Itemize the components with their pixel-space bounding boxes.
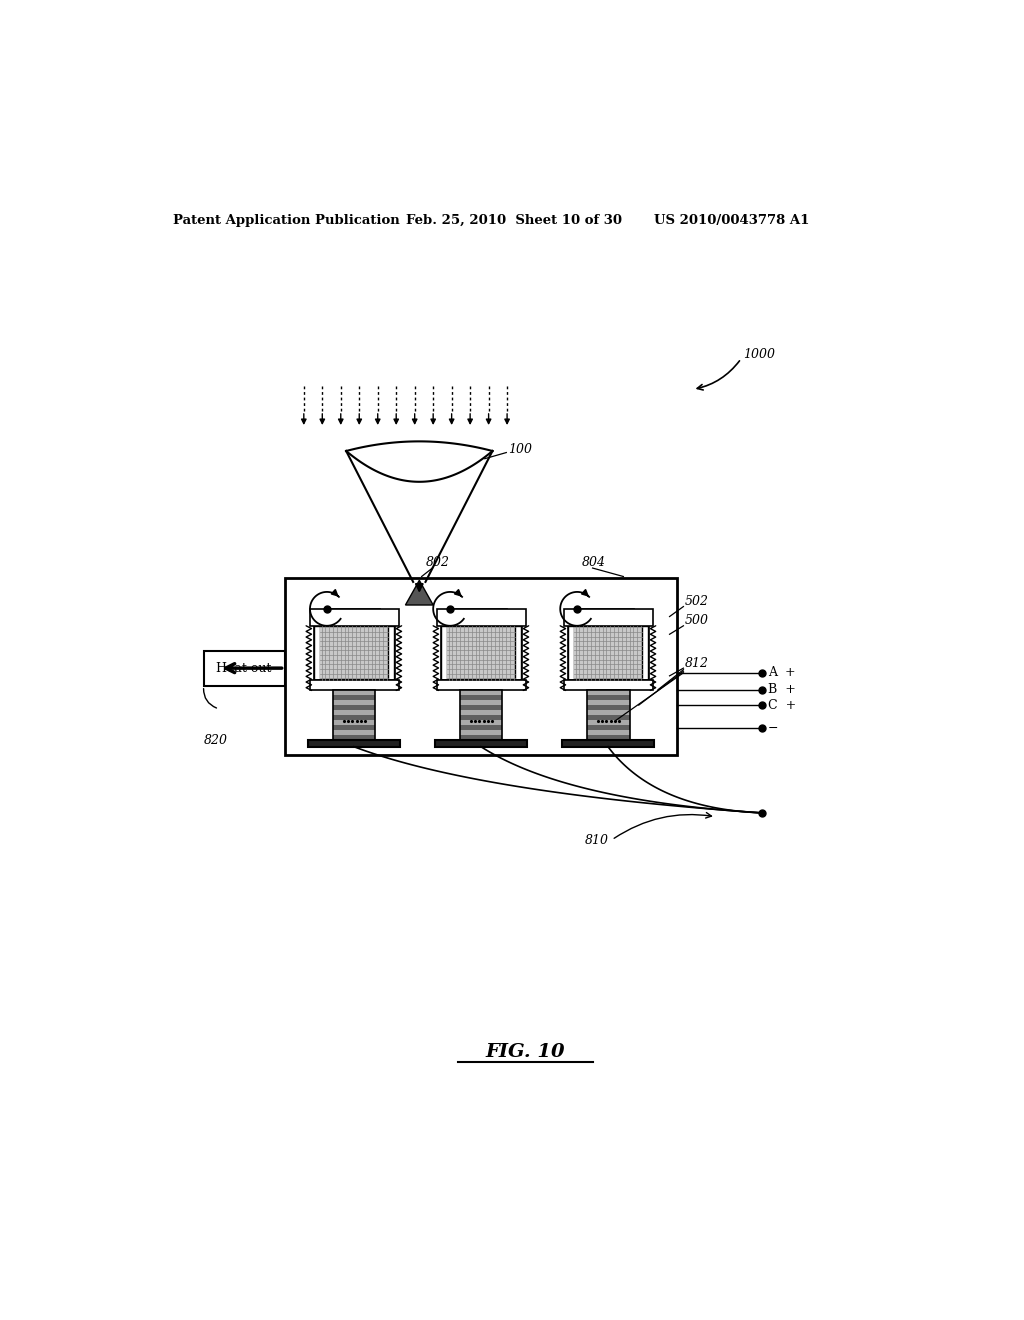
- Bar: [642, 626, 648, 680]
- Bar: [587, 696, 630, 701]
- Bar: [437, 609, 525, 626]
- Bar: [333, 725, 376, 730]
- Text: B  +: B +: [768, 684, 796, 696]
- Bar: [460, 725, 503, 730]
- Bar: [333, 730, 376, 735]
- Bar: [313, 626, 319, 680]
- Text: US 2010/0043778 A1: US 2010/0043778 A1: [654, 214, 810, 227]
- Bar: [568, 626, 649, 680]
- Bar: [587, 710, 630, 715]
- Bar: [441, 626, 447, 680]
- Bar: [455, 609, 507, 626]
- Bar: [333, 710, 376, 715]
- Bar: [333, 715, 376, 719]
- Bar: [435, 739, 527, 747]
- Bar: [460, 705, 503, 710]
- Text: 1000: 1000: [742, 348, 775, 362]
- Bar: [564, 680, 652, 690]
- Bar: [587, 715, 630, 719]
- Bar: [460, 735, 503, 739]
- Bar: [204, 651, 285, 686]
- Bar: [460, 690, 503, 696]
- Text: 812: 812: [685, 656, 709, 669]
- Text: −: −: [768, 722, 778, 735]
- Text: Patent Application Publication: Patent Application Publication: [173, 214, 399, 227]
- Bar: [460, 715, 503, 719]
- Text: 820: 820: [204, 734, 227, 747]
- Polygon shape: [406, 581, 433, 605]
- Text: Heat out: Heat out: [216, 663, 271, 675]
- Bar: [564, 609, 652, 626]
- Bar: [333, 690, 376, 696]
- Bar: [310, 680, 398, 690]
- Bar: [388, 626, 394, 680]
- Bar: [587, 690, 630, 696]
- Bar: [313, 626, 394, 680]
- Bar: [437, 680, 525, 690]
- Text: 804: 804: [582, 557, 606, 569]
- Bar: [568, 626, 574, 680]
- Bar: [562, 739, 654, 747]
- Bar: [460, 719, 503, 725]
- Bar: [587, 725, 630, 730]
- Bar: [310, 609, 398, 626]
- Text: 100: 100: [508, 444, 531, 455]
- Bar: [460, 690, 503, 739]
- Bar: [460, 710, 503, 715]
- Text: FIG. 10: FIG. 10: [485, 1043, 564, 1060]
- Bar: [587, 730, 630, 735]
- Text: 810: 810: [585, 834, 609, 846]
- Bar: [447, 626, 515, 680]
- Text: 500: 500: [685, 614, 709, 627]
- Bar: [587, 735, 630, 739]
- Bar: [333, 719, 376, 725]
- Bar: [587, 719, 630, 725]
- Bar: [285, 578, 677, 755]
- Bar: [460, 730, 503, 735]
- Bar: [333, 690, 376, 739]
- Bar: [460, 696, 503, 701]
- Bar: [328, 609, 380, 626]
- Bar: [574, 626, 642, 680]
- Bar: [460, 701, 503, 705]
- Bar: [587, 701, 630, 705]
- Bar: [515, 626, 521, 680]
- Bar: [333, 696, 376, 701]
- Text: 502: 502: [685, 595, 709, 609]
- Bar: [441, 626, 521, 680]
- Bar: [587, 705, 630, 710]
- Text: 802: 802: [425, 557, 450, 569]
- Text: A  +: A +: [768, 667, 796, 680]
- Text: Feb. 25, 2010  Sheet 10 of 30: Feb. 25, 2010 Sheet 10 of 30: [407, 214, 623, 227]
- Bar: [319, 626, 388, 680]
- Bar: [587, 690, 630, 739]
- Text: C  +: C +: [768, 698, 797, 711]
- Bar: [333, 701, 376, 705]
- Bar: [333, 705, 376, 710]
- Bar: [333, 735, 376, 739]
- Bar: [307, 739, 400, 747]
- Bar: [582, 609, 634, 626]
